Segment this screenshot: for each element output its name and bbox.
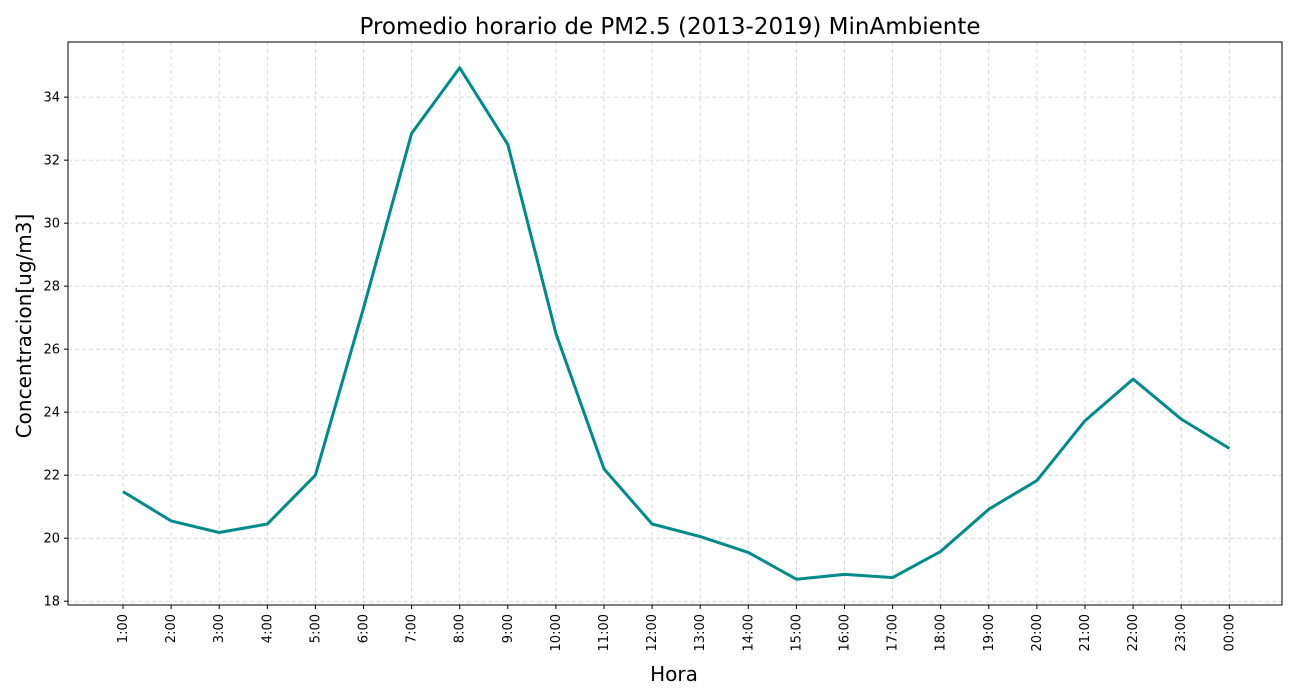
x-tick-label: 20:00 [1030,614,1045,651]
y-tick-label: 30 [43,217,60,232]
axes: 1:00 2:00 3:00 4:00 5:00 6:00 7:00 8:00 9:00 10:0… [43,91,1237,652]
y-tick-label: 34 [43,91,60,106]
x-tick-label: 13:00 [693,614,708,651]
x-tick-label: 15:00 [789,614,804,651]
chart-title: Promedio horario de PM2.5 (2013-2019) Mi… [360,14,981,40]
x-tick-label: 17:00 [886,614,901,651]
y-tick-label: 22 [43,469,60,484]
series-line [122,66,1231,581]
x-tick-label: 14:00 [741,614,756,651]
x-tick-label: 1:00 [116,614,131,643]
x-tick-label: 11:00 [597,614,612,651]
y-tick-label: 26 [43,343,60,358]
y-tick-label: 32 [43,154,60,169]
x-tick-label: 23:00 [1174,614,1189,651]
x-tick-label: 9:00 [501,614,516,643]
y-axis-label: Concentracion[ug/m3] [12,214,36,439]
x-tick-label: 19:00 [982,614,997,651]
x-tick-label: 8:00 [453,614,468,643]
plot-frame [67,41,1283,606]
y-tick-label: 28 [43,280,60,295]
x-tick-label: 5:00 [308,614,323,643]
x-tick-label: 00:00 [1222,614,1237,651]
y-tick-label: 20 [43,532,60,547]
x-tick-label: 3:00 [212,614,227,643]
x-tick-label: 16:00 [838,614,853,651]
x-tick-label: 2:00 [164,614,179,643]
x-axis-label: Hora [650,662,698,686]
x-tick-label: 18:00 [934,614,949,651]
grid [68,42,1282,605]
x-tick-label: 4:00 [260,614,275,643]
y-tick-label: 18 [43,595,60,610]
series-layer [122,66,1231,581]
x-tick-label: 12:00 [645,614,660,651]
y-tick-label: 24 [43,406,60,421]
x-tick-label: 21:00 [1078,614,1093,651]
x-tick-label: 7:00 [405,614,420,643]
x-tick-label: 22:00 [1126,614,1141,651]
x-tick-label: 6:00 [357,614,372,643]
x-tick-label: 10:00 [549,614,564,651]
